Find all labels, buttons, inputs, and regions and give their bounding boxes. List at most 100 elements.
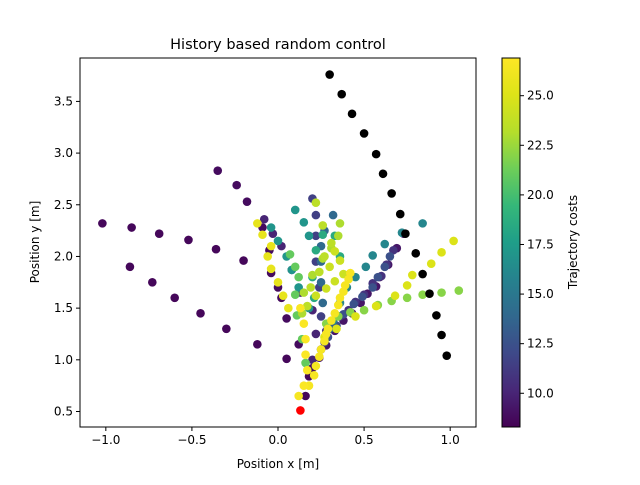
trajectory-point (266, 241, 276, 251)
trajectory-point (349, 299, 359, 309)
colorbar-tick-label: 12.5 (527, 337, 554, 351)
trajectory-point (311, 231, 321, 241)
trajectory-point (359, 305, 369, 315)
y-axis-label: Position y [m] (28, 201, 42, 284)
trajectory-point (301, 358, 310, 368)
colorbar-tick-label: 22.5 (527, 138, 554, 152)
trajectory-point (320, 336, 329, 346)
trajectory-point (454, 286, 464, 295)
trajectory-point (285, 250, 295, 259)
best-trajectory-point (411, 249, 421, 258)
trajectory-point (426, 259, 436, 268)
trajectory-point (311, 245, 321, 255)
trajectory-point (361, 262, 371, 272)
y-tick-label: 0.5 (54, 404, 73, 418)
trajectory-point (309, 371, 319, 380)
trajectory-point (328, 210, 338, 220)
trajectory-point (315, 352, 324, 362)
trajectory-point (301, 350, 310, 359)
trajectory-point (311, 361, 321, 371)
trajectory-point (304, 231, 314, 241)
trajectory-point (242, 197, 252, 206)
best-trajectory-point (395, 209, 405, 219)
trajectory-point (335, 219, 345, 228)
y-tick-label: 3.0 (54, 146, 73, 160)
trajectory-point (385, 252, 395, 261)
y-axis: 0.5 1.0 1.5 2.0 2.5 3.0 3.5 (54, 94, 80, 418)
trajectory-point (258, 230, 267, 240)
trajectory-point (302, 365, 312, 375)
start-point (296, 406, 305, 415)
trajectory-point (318, 298, 328, 308)
trajectory-point (299, 218, 309, 227)
trajectory-point (222, 324, 231, 334)
trajectory-point (259, 214, 269, 224)
trajectory-point (335, 256, 345, 265)
colorbar-tick-label: 25.0 (527, 89, 554, 103)
trajectory-point (318, 230, 328, 240)
trajectory-point (368, 251, 377, 260)
trajectory-point (321, 284, 331, 293)
trajectory-point (299, 288, 309, 297)
trajectory-point (358, 292, 367, 302)
trajectory-point (311, 291, 321, 301)
trajectory-point (327, 316, 336, 325)
trajectory-point (232, 180, 241, 190)
trajectory-point (418, 290, 427, 299)
trajectory-point (437, 288, 446, 297)
trajectory-point (266, 264, 276, 274)
trajectory-point (239, 256, 248, 265)
best-trajectory-point (347, 109, 357, 119)
trajectory-point (266, 223, 276, 232)
trajectory-point (333, 231, 343, 241)
x-tick-label: −0.5 (177, 433, 206, 447)
trajectory-point (315, 267, 324, 277)
trajectory-point (273, 236, 283, 246)
y-tick-label: 1.0 (54, 353, 73, 367)
trajectory-point (213, 166, 223, 175)
trajectory-point (308, 270, 317, 280)
best-trajectory-point (387, 189, 396, 198)
colorbar-tick-label: 10.0 (527, 386, 554, 400)
trajectory-point (311, 329, 321, 339)
chart-title: History based random control (170, 37, 386, 53)
colorbar: 10.0 12.5 15.0 17.5 20.0 22.5 25.0 Trajectory … (501, 57, 580, 428)
best-trajectory-point (442, 351, 452, 360)
trajectory-point (296, 303, 305, 313)
trajectory-point (299, 319, 309, 328)
trajectory-point (282, 354, 291, 364)
trajectory-point (306, 283, 316, 292)
best-trajectory-point (425, 289, 434, 298)
x-axis: −1.0 −0.5 0.0 0.5 1.0 (91, 427, 460, 447)
trajectory-point (316, 345, 326, 354)
trajectory-point (402, 281, 412, 290)
colorbar-label: Trajectory costs (566, 195, 580, 290)
trajectory-point (301, 334, 310, 344)
x-tick-label: 1.0 (441, 433, 460, 447)
best-trajectory-point (437, 330, 446, 340)
trajectory-point (333, 300, 343, 310)
trajectory-point (368, 283, 377, 292)
trajectory-point (449, 236, 458, 246)
trajectory-point (278, 291, 288, 301)
trajectory-point (371, 301, 381, 311)
trajectory-point (330, 276, 340, 286)
colorbar-ticks: 10.0 12.5 15.0 17.5 20.0 22.5 25.0 (520, 89, 554, 400)
y-tick-label: 3.5 (54, 94, 73, 108)
trajectory-point (290, 205, 300, 215)
trajectory-point (290, 290, 300, 299)
trajectory-point (154, 229, 164, 239)
trajectory-point (302, 301, 312, 311)
trajectory-point (330, 246, 340, 256)
trajectory-point (196, 309, 205, 318)
trajectory-point (380, 262, 390, 272)
best-trajectory-point (401, 229, 410, 239)
x-tick-label: 0.0 (268, 433, 287, 447)
trajectory-point (351, 312, 360, 321)
trajectory-point (332, 324, 341, 334)
trajectory-point (407, 270, 417, 280)
colorbar-tick-label: 15.0 (527, 287, 554, 301)
trajectory-point (402, 293, 412, 303)
trajectory-point (211, 244, 221, 254)
x-axis-label: Position x [m] (237, 457, 320, 471)
